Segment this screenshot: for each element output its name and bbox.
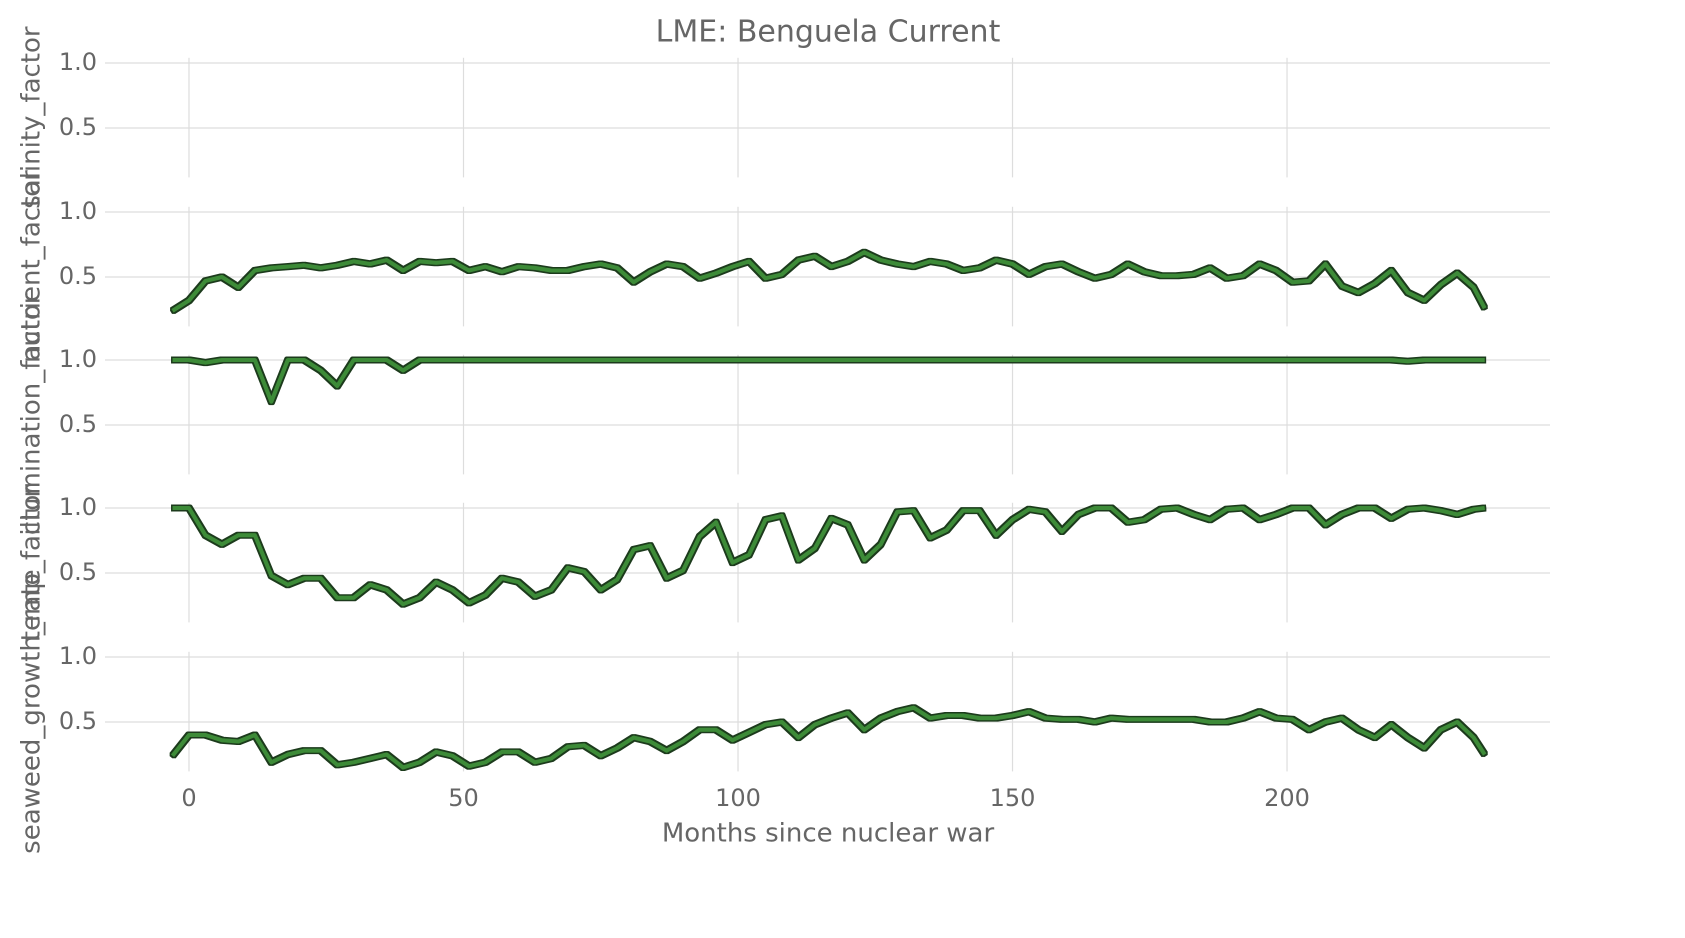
y-axis-label: illumination_factor <box>17 293 47 535</box>
x-tick-label: 150 <box>990 784 1036 812</box>
y-axis-label: seaweed_growth_rate <box>17 569 47 854</box>
y-tick-label: 0.5 <box>59 707 97 735</box>
y-tick-label: 1.0 <box>59 345 97 373</box>
y-tick-label: 1.0 <box>59 642 97 670</box>
x-tick-label: 200 <box>1264 784 1310 812</box>
y-tick-label: 1.0 <box>59 48 97 76</box>
x-tick-label: 100 <box>715 784 761 812</box>
y-axis-label: nutrient_factor <box>17 170 47 363</box>
series-line <box>172 506 1485 607</box>
series-line <box>171 250 1487 313</box>
series-line <box>172 358 1485 404</box>
y-tick-label: 1.0 <box>59 197 97 225</box>
y-tick-label: 0.5 <box>59 262 97 290</box>
x-tick-label: 0 <box>181 784 196 812</box>
x-axis-label: Months since nuclear war <box>662 819 995 849</box>
y-tick-label: 0.5 <box>59 113 97 141</box>
x-tick-label: 50 <box>448 784 479 812</box>
y-tick-label: 0.5 <box>59 410 97 438</box>
y-tick-label: 1.0 <box>59 493 97 521</box>
y-axis-label: salinity_factor <box>17 26 47 209</box>
chart-title: LME: Benguela Current <box>656 15 1001 50</box>
y-axis-label: temp_factor <box>17 484 47 642</box>
y-tick-label: 0.5 <box>59 558 97 586</box>
series-line <box>170 705 1487 770</box>
